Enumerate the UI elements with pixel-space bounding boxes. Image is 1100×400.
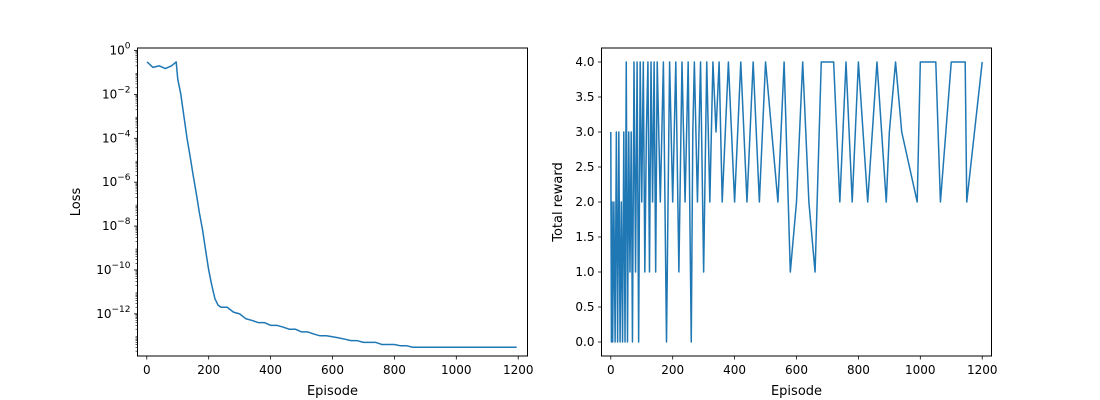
- y-tick-label: 10−12: [96, 305, 130, 321]
- y-tick-label: 100: [109, 42, 130, 58]
- y-tick-label: 4.0: [575, 55, 594, 69]
- x-tick-label: 0: [607, 363, 615, 377]
- reward-plot-panel: 0 200 400 600 800 1000 1200 0.0 0.5 1.0 1.5 2.0 2.5 3…: [551, 47, 998, 399]
- loss-plot-panel: 0 200 400 600 800 1000 1200 10−12 10−10 10−8 10−6 1…: [69, 42, 533, 399]
- x-tick-label: 1200: [967, 363, 998, 377]
- y-tick-label: 3.5: [575, 90, 594, 104]
- x-tick-label: 400: [259, 363, 282, 377]
- y-tick-label: 10−8: [102, 217, 131, 233]
- y-tick-label: 0.5: [575, 300, 594, 314]
- x-tick-label: 1000: [441, 363, 472, 377]
- x-tick-label: 200: [661, 363, 684, 377]
- y-tick-label: 1.0: [575, 265, 594, 279]
- y-tick-label: 10−10: [96, 261, 131, 277]
- x-tick-label: 400: [723, 363, 746, 377]
- reward-series-line: [610, 61, 983, 343]
- x-tick-label: 800: [383, 363, 406, 377]
- y-tick-label: 0.0: [575, 335, 594, 349]
- y-tick-label: 10−4: [102, 129, 131, 145]
- x-tick-label: 600: [785, 363, 808, 377]
- y-tick-label: 3.0: [575, 125, 594, 139]
- x-tick-label: 1000: [905, 363, 936, 377]
- y-tick-label: 1.5: [575, 230, 594, 244]
- y-tick-label: 10−6: [102, 173, 131, 189]
- loss-axes-frame: [137, 47, 528, 357]
- loss-x-axis-label: Episode: [307, 384, 358, 399]
- reward-y-axis-label: Total reward: [551, 162, 566, 243]
- x-tick-label: 1200: [503, 363, 534, 377]
- x-tick-label: 800: [847, 363, 870, 377]
- y-tick-label: 2.0: [575, 195, 594, 209]
- loss-series-line: [146, 61, 517, 349]
- x-tick-label: 200: [197, 363, 220, 377]
- loss-y-axis-label: Loss: [69, 188, 84, 217]
- y-tick-label: 10−2: [102, 85, 131, 101]
- reward-x-axis-label: Episode: [771, 384, 822, 399]
- x-tick-label: 600: [321, 363, 344, 377]
- x-tick-label: 0: [143, 363, 151, 377]
- y-tick-label: 2.5: [575, 160, 594, 174]
